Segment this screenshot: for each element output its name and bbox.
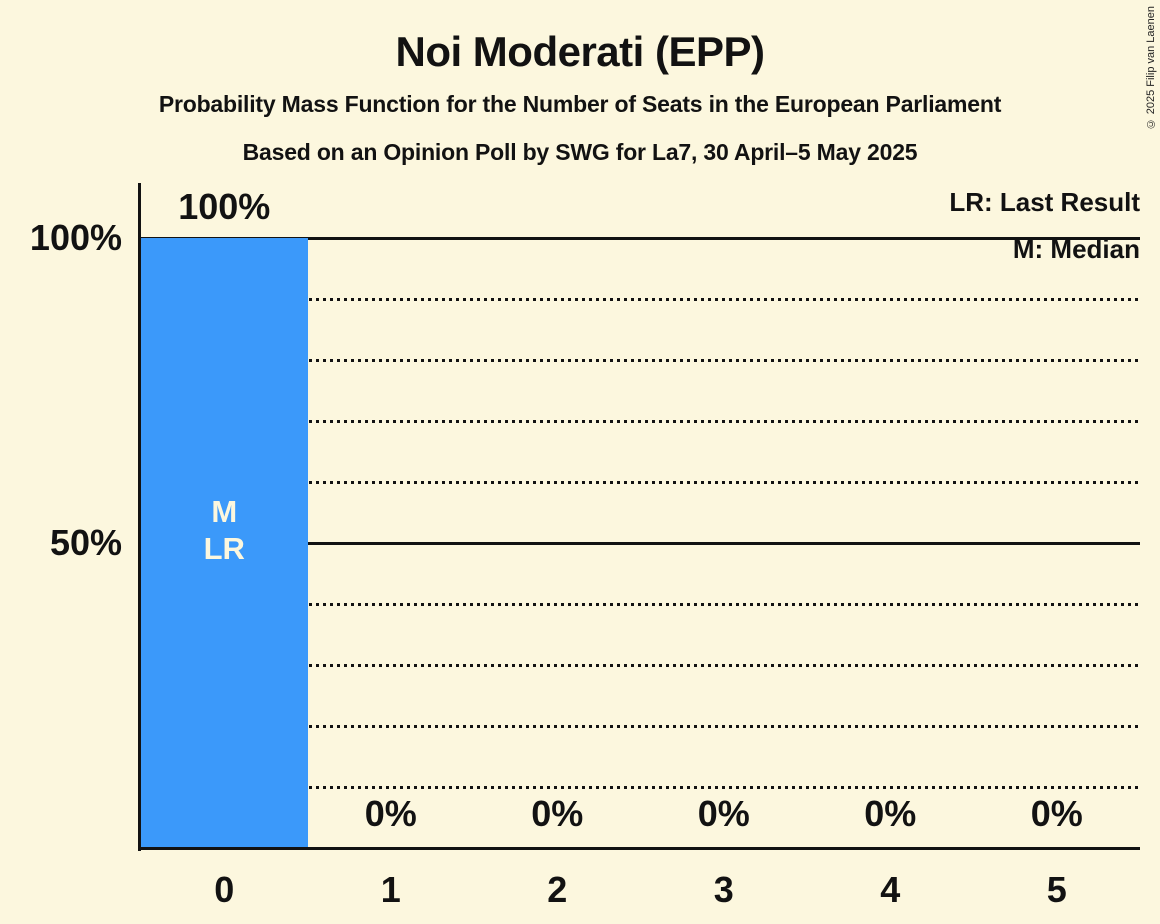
value-label-3: 0% <box>697 793 750 834</box>
y-tick-label-100pct: 100% <box>29 217 122 258</box>
value-label-5: 0% <box>1030 793 1083 834</box>
x-tick-label-2: 2 <box>547 869 568 910</box>
value-label-0: 100% <box>178 186 271 227</box>
bar-annotation-line-LR: LR <box>203 531 245 566</box>
x-tick-label-0: 0 <box>214 869 235 910</box>
x-tick-label-5: 5 <box>1046 869 1067 910</box>
gridline-60pct <box>141 480 1140 484</box>
gridline-40pct <box>141 602 1140 606</box>
y-tick-label-50pct: 50% <box>49 522 122 563</box>
gridline-90pct <box>141 297 1140 301</box>
gridline-100pct <box>141 236 1140 240</box>
x-tick-label-3: 3 <box>713 869 734 910</box>
value-label-2: 0% <box>531 793 584 834</box>
gridline-20pct <box>141 724 1140 728</box>
x-tick-label-4: 4 <box>880 869 901 910</box>
gridline-50pct <box>141 541 1140 545</box>
value-label-4: 0% <box>864 793 917 834</box>
gridline-80pct <box>141 358 1140 362</box>
gridline-70pct <box>141 419 1140 423</box>
x-axis <box>138 847 1140 850</box>
chart-subtitle: Probability Mass Function for the Number… <box>158 91 1002 117</box>
bar-annotation: M LR <box>141 493 308 567</box>
chart-title: Noi Moderati (EPP) <box>395 28 765 75</box>
gridline-10pct <box>141 785 1140 789</box>
poll-details: Based on an Opinion Poll by SWG for La7,… <box>242 139 918 165</box>
legend-median: M: Median <box>1012 234 1140 264</box>
bar-seats-0 <box>141 238 308 848</box>
x-tick-label-1: 1 <box>380 869 401 910</box>
value-label-1: 0% <box>364 793 417 834</box>
legend-last-result: LR: Last Result <box>949 187 1140 217</box>
y-axis <box>138 183 141 851</box>
bar-annotation-line-M: M <box>211 494 238 529</box>
gridline-30pct <box>141 663 1140 667</box>
